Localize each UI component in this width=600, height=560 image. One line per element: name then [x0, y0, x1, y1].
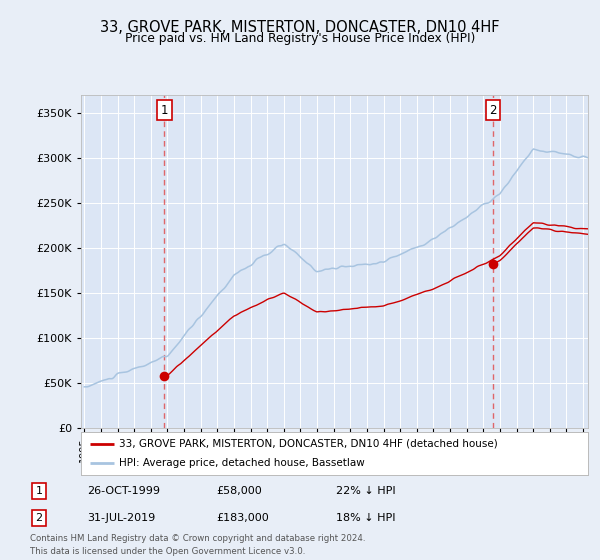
Text: Contains HM Land Registry data © Crown copyright and database right 2024.: Contains HM Land Registry data © Crown c… — [30, 534, 365, 543]
Text: £183,000: £183,000 — [216, 513, 269, 523]
Text: 2: 2 — [35, 513, 43, 523]
Text: 18% ↓ HPI: 18% ↓ HPI — [336, 513, 395, 523]
Text: 2: 2 — [489, 104, 497, 116]
Text: 33, GROVE PARK, MISTERTON, DONCASTER, DN10 4HF: 33, GROVE PARK, MISTERTON, DONCASTER, DN… — [100, 20, 500, 35]
Text: 26-OCT-1999: 26-OCT-1999 — [87, 486, 160, 496]
Text: 1: 1 — [35, 486, 43, 496]
Text: 31-JUL-2019: 31-JUL-2019 — [87, 513, 155, 523]
Text: 22% ↓ HPI: 22% ↓ HPI — [336, 486, 395, 496]
Text: Price paid vs. HM Land Registry's House Price Index (HPI): Price paid vs. HM Land Registry's House … — [125, 32, 475, 45]
Text: £58,000: £58,000 — [216, 486, 262, 496]
Text: 33, GROVE PARK, MISTERTON, DONCASTER, DN10 4HF (detached house): 33, GROVE PARK, MISTERTON, DONCASTER, DN… — [119, 439, 498, 449]
Text: HPI: Average price, detached house, Bassetlaw: HPI: Average price, detached house, Bass… — [119, 459, 365, 468]
Text: 1: 1 — [161, 104, 168, 116]
Text: This data is licensed under the Open Government Licence v3.0.: This data is licensed under the Open Gov… — [30, 547, 305, 556]
